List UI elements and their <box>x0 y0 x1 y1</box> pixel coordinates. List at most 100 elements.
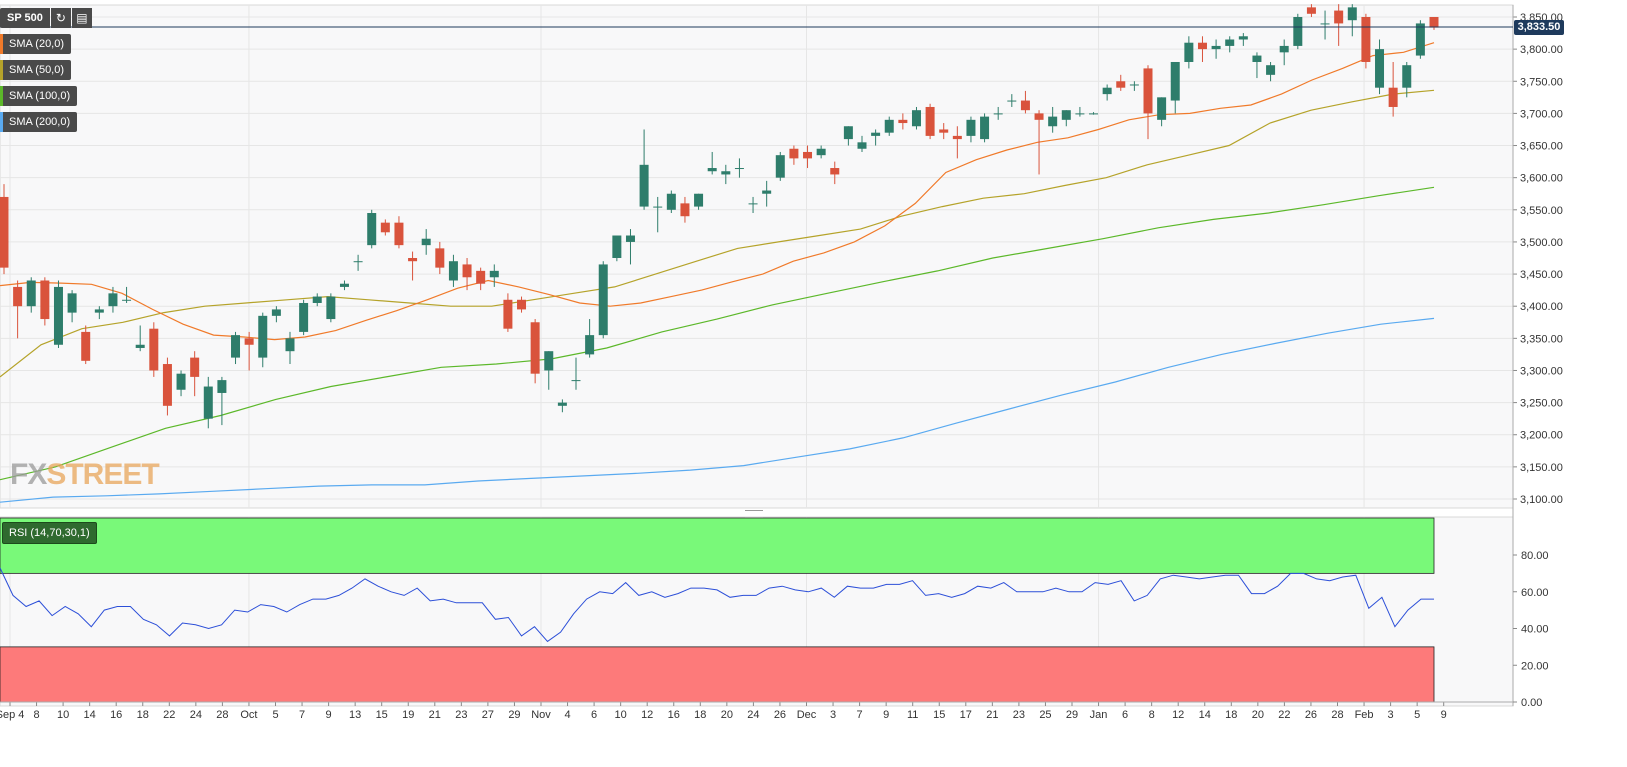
rsi-tick-label: 0.00 <box>1521 697 1542 709</box>
time-tick-label: 25 <box>1039 709 1051 721</box>
overbought-zone <box>0 517 1435 574</box>
candle-body <box>1129 84 1139 86</box>
price-tick-label: 3,750.00 <box>1520 76 1563 88</box>
candle-body <box>585 335 595 355</box>
sma50-line <box>0 89 1435 378</box>
candle <box>939 123 949 140</box>
candle-body <box>1211 45 1221 50</box>
sma200-tag[interactable]: SMA (200,0) <box>0 112 78 132</box>
time-axis: Sep 4 8 10 14 16 18 22 24 28 Oct 5 7 9 13 15 19 21 23 27 29… <box>0 701 1513 721</box>
candle <box>13 280 23 339</box>
candle-body <box>666 193 676 210</box>
candle-body <box>122 299 132 301</box>
candle-body <box>244 338 254 345</box>
time-tick-label: 8 <box>33 709 39 721</box>
sma50-label: SMA (50,0) <box>9 64 65 76</box>
candle-body <box>707 168 717 172</box>
candle <box>585 319 595 358</box>
candle-body <box>380 222 390 233</box>
candle <box>653 196 663 233</box>
calendar-icon[interactable]: ▤ <box>71 8 92 28</box>
candle <box>1306 4 1316 17</box>
candle-body <box>517 299 527 310</box>
candle-body <box>503 299 513 329</box>
sma50-tag[interactable]: SMA (50,0) <box>0 60 72 80</box>
candle <box>1211 39 1221 59</box>
candle-body <box>1375 49 1385 88</box>
time-tick-label: 22 <box>1278 709 1290 721</box>
rsi-tick-label: 20.00 <box>1521 660 1549 672</box>
candle <box>394 216 404 249</box>
candle <box>1429 17 1439 30</box>
candle-body <box>721 171 731 175</box>
rsi-tick-label: 80.00 <box>1521 550 1549 562</box>
candle <box>639 129 649 210</box>
candle-body <box>1170 61 1180 101</box>
candle-body <box>13 286 23 307</box>
sma100-color-swatch <box>0 86 3 106</box>
candle-body <box>544 351 554 371</box>
panel-splitter-handle[interactable] <box>745 510 763 518</box>
refresh-icon[interactable]: ↻ <box>50 8 71 28</box>
candle-body <box>571 380 581 382</box>
candle-body <box>1157 97 1167 120</box>
time-tick-label: 24 <box>747 709 759 721</box>
price-tick-label: 3,550.00 <box>1520 205 1563 217</box>
candle-body <box>0 196 9 268</box>
candle-body <box>980 116 990 140</box>
candle <box>203 376 213 429</box>
price-tick-label: 3,250.00 <box>1520 398 1563 410</box>
candle-body <box>1197 42 1207 50</box>
price-panel-bg <box>0 4 1514 509</box>
candle <box>1361 13 1371 69</box>
candle-body <box>639 164 649 207</box>
rsi-tick-label: 40.00 <box>1521 624 1549 636</box>
candle-body <box>830 168 840 175</box>
candle-body <box>108 293 118 307</box>
sma20-tag[interactable]: SMA (20,0) <box>0 34 72 54</box>
time-tick-label: 4 <box>564 709 570 721</box>
candle <box>285 331 295 365</box>
candle <box>1020 90 1030 114</box>
price-tick-label: 3,450.00 <box>1520 269 1563 281</box>
candle <box>1184 36 1194 69</box>
price-axis: 3,100.00 3,150.00 3,200.00 3,250.00 3,300.00… <box>1512 5 1563 706</box>
candle <box>162 357 172 416</box>
candle <box>1225 36 1235 53</box>
candle <box>1034 110 1044 175</box>
candle <box>1102 84 1112 101</box>
candle <box>1157 97 1167 127</box>
rsi-tag[interactable]: RSI (14,70,30,1) <box>2 522 97 544</box>
candle <box>258 312 268 368</box>
candle <box>925 103 935 140</box>
time-tick-label: 16 <box>110 709 122 721</box>
candle-body <box>299 302 309 332</box>
candle <box>0 184 9 275</box>
candles <box>0 4 1439 429</box>
candle <box>911 106 921 130</box>
sma200-line <box>0 317 1435 503</box>
candle-body <box>1320 23 1330 25</box>
price-tick-label: 3,100.00 <box>1520 494 1563 506</box>
candle <box>190 351 200 397</box>
candle <box>217 376 227 426</box>
candle-body <box>1429 17 1439 28</box>
price-tick-label: 3,150.00 <box>1520 462 1563 474</box>
time-tick-label: 13 <box>349 709 361 721</box>
candle <box>1238 33 1248 46</box>
candle-body <box>1252 55 1262 62</box>
time-tick-label: 19 <box>402 709 414 721</box>
candle-body <box>1347 7 1357 21</box>
candle-body <box>149 328 159 371</box>
candle <box>1375 39 1385 95</box>
candle <box>1007 94 1017 107</box>
candle-body <box>857 142 867 149</box>
candle-body <box>1116 81 1126 88</box>
candle <box>1116 74 1126 91</box>
candle <box>312 293 322 307</box>
candle-body <box>898 119 908 124</box>
candle <box>884 116 894 136</box>
sma100-tag[interactable]: SMA (100,0) <box>0 86 78 106</box>
time-tick-label: 18 <box>694 709 706 721</box>
